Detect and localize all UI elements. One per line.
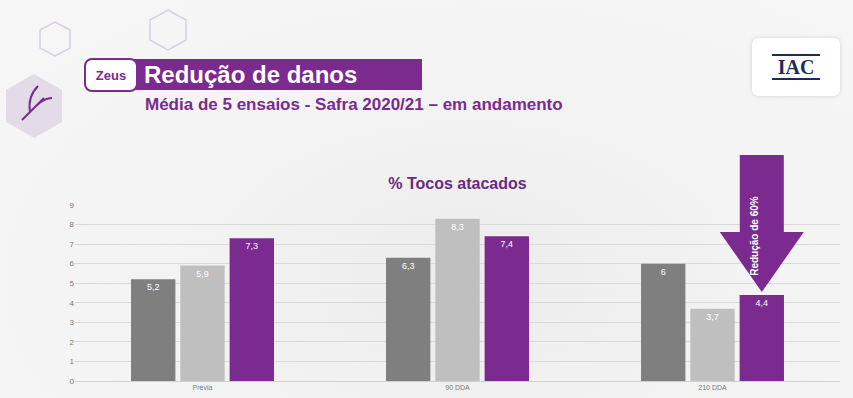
svg-text:4: 4 xyxy=(70,299,75,308)
svg-text:7: 7 xyxy=(70,240,75,249)
svg-text:0: 0 xyxy=(70,377,75,386)
svg-text:8: 8 xyxy=(70,220,75,229)
svg-text:9: 9 xyxy=(70,201,75,210)
svg-text:5: 5 xyxy=(70,279,75,288)
svg-text:7,3: 7,3 xyxy=(246,241,259,251)
svg-text:6,3: 6,3 xyxy=(402,261,415,271)
svg-text:3: 3 xyxy=(70,318,75,327)
svg-text:1: 1 xyxy=(70,357,75,366)
svg-text:Redução de 60%: Redução de 60% xyxy=(749,196,760,276)
svg-text:5,9: 5,9 xyxy=(196,269,209,279)
svg-text:90 DDA: 90 DDA xyxy=(445,384,470,391)
html-text:Média de 5 ensaios - Safra 202: Média de 5 ensaios - Safra 2020/21 – em … xyxy=(145,95,563,114)
svg-text:Prévia: Prévia xyxy=(193,384,213,391)
html-text:Zeus: Zeus xyxy=(95,67,127,83)
html-text:Redução de danos: Redução de danos xyxy=(144,61,358,88)
html-text:IAC: IAC xyxy=(777,56,815,78)
svg-text:3,7: 3,7 xyxy=(706,312,719,322)
svg-text:8,3: 8,3 xyxy=(451,222,464,232)
svg-text:6: 6 xyxy=(661,267,666,277)
svg-text:210 DDA: 210 DDA xyxy=(698,384,727,391)
svg-text:6: 6 xyxy=(70,259,75,268)
svg-text:5,2: 5,2 xyxy=(147,282,160,292)
svg-text:% Tocos atacados: % Tocos atacados xyxy=(388,175,527,192)
svg-text:4,4: 4,4 xyxy=(756,298,769,308)
svg-text:7,4: 7,4 xyxy=(501,239,514,249)
svg-text:2: 2 xyxy=(70,338,75,347)
